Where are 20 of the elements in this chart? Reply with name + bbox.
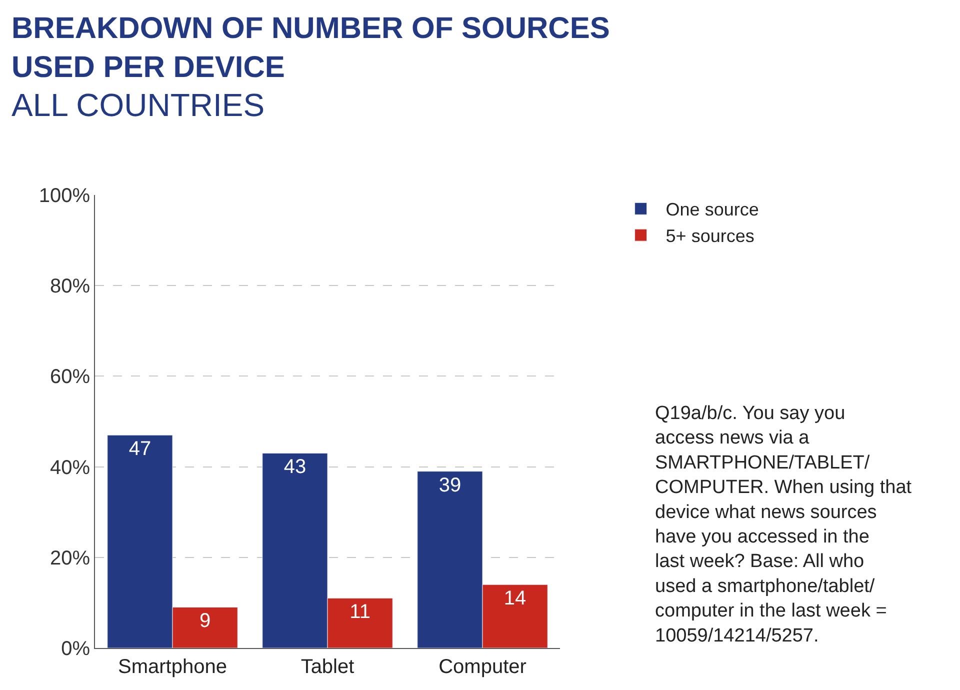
- text: Q19a/b/c. You say you access news via a SMARTPHONE/TABLET/COMPUTER. When using that device what news sources have you accessed in the last week? Base: All who used a smartphone/tablet/computer in the last week = 10059/14214/5257.: [655, 403, 912, 646]
- y-tick-label: 100%: [38, 185, 90, 207]
- legend-label: One source: [666, 200, 759, 220]
- x-tick-label: Tablet: [300, 656, 355, 678]
- data-label: 43: [284, 456, 306, 478]
- data-label: 11: [350, 601, 370, 624]
- data-label: 9: [199, 610, 211, 632]
- chart-subtitle: ALL COUNTRIES: [12, 86, 265, 123]
- x-tick-label: Smartphone: [118, 656, 227, 678]
- data-label: 39: [438, 474, 462, 496]
- y-tick-label: 0%: [61, 638, 90, 660]
- legend-label: 5+ sources: [666, 226, 754, 246]
- y-tick-label: 20%: [50, 547, 90, 570]
- data-label: 14: [504, 588, 526, 610]
- y-tick-label: 80%: [50, 276, 90, 298]
- y-tick-label: 40%: [50, 456, 90, 479]
- x-tick-label: Computer: [438, 656, 527, 678]
- data-label: 47: [128, 438, 152, 460]
- y-tick-label: 60%: [50, 366, 90, 388]
- chart-title: BREAKDOWN OF NUMBER OF SOURCES USED PER DEVICE: [12, 12, 610, 84]
